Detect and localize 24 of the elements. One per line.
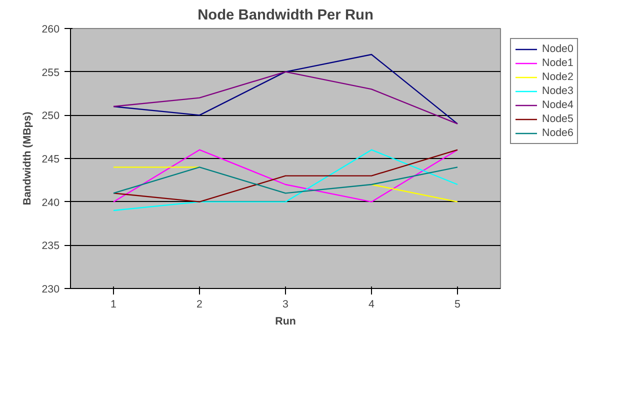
y-tick-label: 255 [42,66,60,79]
legend-label: Node5 [542,113,574,125]
chart-title: Node Bandwidth Per Run [198,8,374,24]
y-tick-label: 235 [42,240,60,252]
y-tick-label: 230 [42,284,60,296]
x-tick-label: 5 [454,298,461,310]
y-tick-label: 240 [42,196,60,209]
legend-label: Node6 [542,127,574,139]
x-tick-label: 1 [110,298,117,310]
y-tick-label: 245 [42,154,60,166]
legend-label: Node2 [542,71,574,83]
y-tick-label: 250 [42,110,60,122]
y-tick-label: 260 [42,24,60,36]
legend-label: Node3 [542,85,574,97]
x-tick-label: 4 [368,298,375,310]
legend-label: Node4 [542,99,574,111]
y-axis-title: Bandwidth (MBps) [22,111,34,206]
x-tick-label: 3 [282,298,289,310]
line-series [112,54,458,124]
legend-label: Node0 [542,43,574,55]
legend-label: Node1 [542,57,574,69]
x-tick-label: 2 [196,298,203,310]
x-axis-title: Run [275,316,296,328]
line-series [112,71,458,124]
